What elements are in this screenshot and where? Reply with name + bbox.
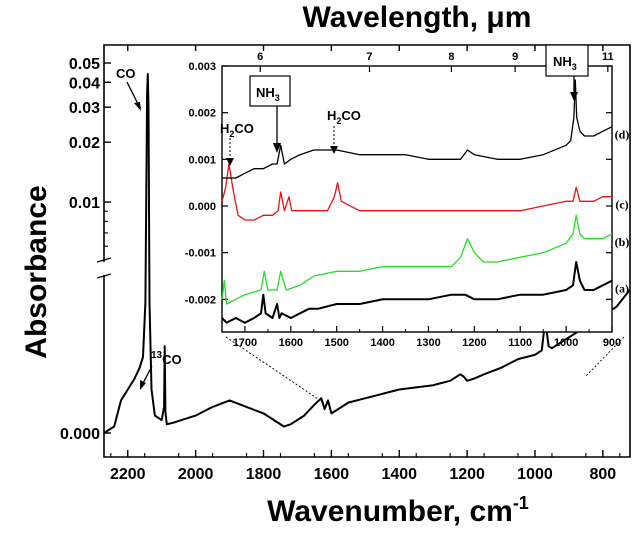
main-spectrum-line: [103, 73, 631, 434]
main-y-tick-label: 0.01: [69, 195, 100, 212]
co-annotation: CO: [116, 66, 136, 81]
inset-y-tick-label: 0.002: [188, 108, 216, 120]
main-x-tick-label: 1200: [449, 466, 485, 483]
inset-series-label: (d): [615, 128, 630, 142]
inset-spectrum-d: [222, 79, 613, 179]
inset-top-tick-label: 7: [366, 51, 372, 63]
inset-x-tick-label: 1200: [462, 337, 486, 349]
inset-y-tick-label: -0.001: [185, 248, 216, 260]
h2co-right-annotation: H2CO: [327, 108, 361, 154]
inset-x-tick-label: 1500: [324, 337, 348, 349]
x-axis-label: Wavenumber, cm-1: [267, 493, 529, 528]
inset-top-tick-label: 11: [602, 51, 614, 63]
inset-guide-right: [584, 336, 625, 378]
main-y-tick-label: 0.05: [69, 56, 100, 73]
main-y-tick-label: 0.000: [60, 426, 100, 443]
main-x-tick-label: 1600: [314, 466, 350, 483]
inset-series-labels: (a) (b) (c) (d): [615, 128, 630, 296]
inset-spectrum-b: [221, 214, 613, 305]
main-x-tick-label: 1800: [246, 466, 282, 483]
inset-top-tick-label: 6: [257, 51, 263, 63]
inset-spectrum-a: [221, 261, 613, 324]
co-arrow: [126, 81, 141, 111]
inset-y-ticks: 0.003 0.002 0.001 0.000 -0.001 -0.002: [185, 61, 612, 306]
inset-x-tick-label: 1000: [554, 337, 578, 349]
inset-plot-frame: [221, 65, 613, 333]
main-series: [103, 73, 631, 434]
h2co-left-annotation: H2CO: [220, 121, 254, 166]
main-x-tick-label: 1400: [381, 466, 417, 483]
inset-x-tick-label: 1600: [279, 337, 303, 349]
main-x-tick-label: 2000: [178, 466, 214, 483]
top-axis-label: Wavelength, μm: [303, 1, 532, 34]
inset-x-tick-label: 1100: [508, 337, 532, 349]
inset-y-tick-label: 0.000: [188, 201, 216, 213]
main-y-ticks: 0.05 0.04 0.03 0.02 0.01 0.000: [60, 56, 111, 443]
svg-text:NH3: NH3: [256, 85, 280, 103]
inset-series-label: (b): [615, 235, 630, 249]
inset-spectrum-c: [221, 163, 612, 221]
inset-x-tick-label: 1400: [370, 337, 394, 349]
svg-text:H2CO: H2CO: [220, 121, 254, 139]
inset-series: [221, 79, 613, 324]
main-y-tick-label: 0.04: [69, 75, 100, 92]
inset-top-tick-label: 9: [512, 51, 518, 63]
main-x-tick-label: 800: [590, 466, 617, 483]
inset-top-ticks: 6 7 8 9 11: [257, 51, 614, 72]
main-x-tick-label: 2200: [110, 466, 146, 483]
inset-y-tick-label: 0.001: [188, 154, 216, 166]
inset-top-tick-label: 8: [448, 51, 454, 63]
main-plot-frame: [96, 44, 631, 458]
inset-x-tick-label: 1700: [233, 337, 257, 349]
inset-y-tick-label: 0.003: [188, 61, 216, 73]
inset-series-label: (c): [615, 198, 628, 212]
main-y-tick-label: 0.02: [69, 135, 100, 152]
13co-arrow: [140, 365, 153, 390]
nh3-right-annotation: NH3: [545, 44, 589, 101]
svg-text:H2CO: H2CO: [327, 108, 361, 126]
inset-x-tick-label: 1300: [416, 337, 440, 349]
nh3-left-annotation: NH3: [249, 75, 291, 153]
inset-guide-left: [225, 336, 328, 406]
inset-series-label: (a): [615, 282, 629, 296]
axis-break-mark: [96, 257, 112, 263]
inset-y-tick-label: -0.002: [185, 294, 216, 306]
axis-break-mark: [96, 273, 112, 279]
main-y-tick-label: 0.03: [69, 100, 100, 117]
main-x-ticks: 2200 2000 1800 1600 1400 1200 1000 800: [110, 45, 621, 483]
13co-annotation: 13CO: [151, 350, 182, 367]
main-x-tick-label: 1000: [517, 466, 553, 483]
inset-x-tick-label: 900: [603, 337, 621, 349]
y-axis-label: Absorbance: [20, 185, 53, 358]
main-axes-frame: [103, 44, 631, 458]
svg-text:NH3: NH3: [553, 54, 577, 72]
inset-axes-frame: [221, 65, 613, 333]
inset-x-ticks: 1700 1600 1500 1400 1300 1200 1100 1000 900: [221, 326, 621, 349]
